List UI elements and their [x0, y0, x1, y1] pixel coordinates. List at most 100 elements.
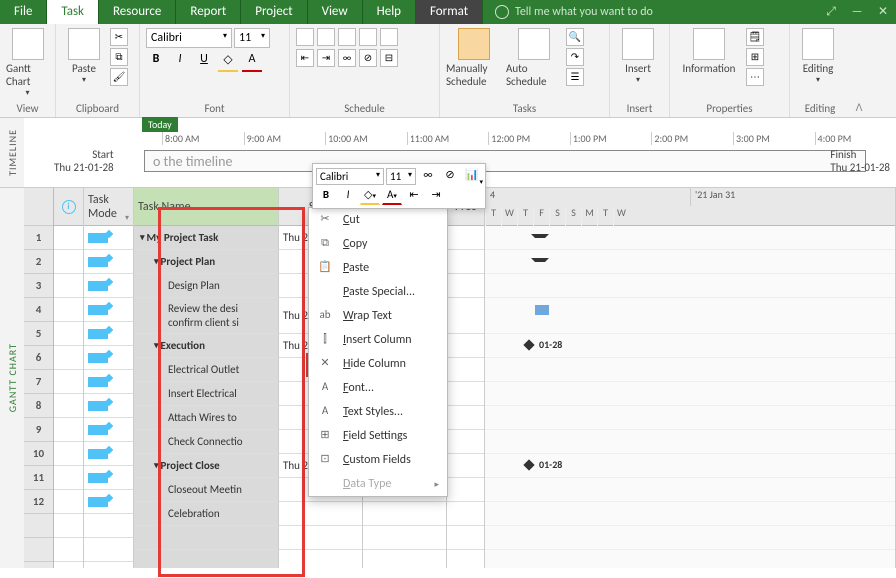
- ctx-paste[interactable]: 📋 Paste: [309, 256, 447, 280]
- mode-cell[interactable]: [84, 322, 133, 346]
- row-num[interactable]: 5: [24, 322, 53, 346]
- details-button[interactable]: ⊞: [746, 48, 764, 66]
- pred-cell[interactable]: [447, 274, 484, 298]
- ribbon-collapse-icon[interactable]: ⤢: [818, 0, 844, 24]
- fill-color-button[interactable]: ◇: [218, 52, 238, 72]
- pred-cell[interactable]: [447, 250, 484, 274]
- tab-help[interactable]: Help: [363, 0, 416, 24]
- mini-link-icon[interactable]: ∞: [418, 167, 438, 185]
- row-num[interactable]: 6: [24, 346, 53, 370]
- pct0-button[interactable]: [296, 28, 314, 46]
- ctx-wrap-text[interactable]: ab Wrap Text: [309, 304, 447, 328]
- inspect-button[interactable]: 🔍: [566, 28, 584, 46]
- row-num[interactable]: 11: [24, 466, 53, 490]
- ctx-insert-column[interactable]: ⫿ Insert Column: [309, 328, 447, 352]
- ctx-font-[interactable]: A Font...: [309, 376, 447, 400]
- mode-cell[interactable]: [84, 346, 133, 370]
- mode-cell[interactable]: [84, 394, 133, 418]
- timeline-track[interactable]: o the timeline: [144, 150, 866, 172]
- mini-fill-color[interactable]: ◇▾: [360, 187, 380, 205]
- copy-icon[interactable]: ⧉: [110, 48, 128, 66]
- row-num[interactable]: 3: [24, 274, 53, 298]
- ctx-paste-special-[interactable]: Paste Special...: [309, 280, 447, 304]
- mini-font-family[interactable]: Calibri▾: [316, 168, 384, 185]
- tab-report[interactable]: Report: [176, 0, 241, 24]
- underline-button[interactable]: U: [194, 52, 214, 72]
- editing-button[interactable]: Editing▾: [796, 28, 840, 85]
- ctx-copy[interactable]: ⧉ Copy: [309, 232, 447, 256]
- font-size-select[interactable]: 11 ▾: [234, 28, 270, 48]
- pct100-button[interactable]: [380, 28, 398, 46]
- move-button[interactable]: ↷: [566, 48, 584, 66]
- task-name-cell[interactable]: Design Plan: [134, 274, 278, 298]
- mini-outdent[interactable]: ⇤: [404, 187, 424, 205]
- pred-cell[interactable]: [447, 382, 484, 406]
- pred-cell[interactable]: [447, 478, 484, 502]
- task-name-column[interactable]: Task Name ▾My Project Task▾Project PlanD…: [134, 188, 279, 568]
- tab-task[interactable]: Task: [47, 0, 99, 24]
- milestone-icon[interactable]: [523, 339, 534, 350]
- tab-format[interactable]: Format: [416, 0, 483, 24]
- task-name-cell[interactable]: Electrical Outlet: [134, 358, 278, 382]
- mini-bold[interactable]: B: [316, 187, 336, 205]
- pct50-button[interactable]: [338, 28, 356, 46]
- indent-button[interactable]: ⇥: [317, 49, 335, 67]
- pred-cell[interactable]: [447, 454, 484, 478]
- auto-schedule-button[interactable]: Auto Schedule: [506, 28, 562, 88]
- ctx-custom-fields[interactable]: ⊡ Custom Fields: [309, 448, 447, 472]
- format-painter-icon[interactable]: 🖌: [110, 68, 128, 86]
- pred-cell[interactable]: [447, 226, 484, 250]
- notes-button[interactable]: 🗒: [746, 28, 764, 46]
- mode-cell[interactable]: [84, 226, 133, 250]
- tab-file[interactable]: File: [0, 0, 47, 24]
- mini-toolbar[interactable]: Calibri▾ 11▾ ∞ ⊘ 📊▾ B I ◇▾ A▾ ⇤ ⇥: [312, 163, 486, 209]
- tab-project[interactable]: Project: [241, 0, 307, 24]
- mode-cell[interactable]: [84, 418, 133, 442]
- mode-cell[interactable]: [84, 442, 133, 466]
- pred-cell[interactable]: [447, 406, 484, 430]
- pct25-button[interactable]: [317, 28, 335, 46]
- tell-me-search[interactable]: Tell me what you want to do: [483, 0, 818, 24]
- milestone-icon[interactable]: [523, 459, 534, 470]
- close-button[interactable]: ✕: [870, 0, 896, 24]
- italic-button[interactable]: I: [170, 52, 190, 72]
- ctx-field-settings[interactable]: ⊞ Field Settings: [309, 424, 447, 448]
- tab-resource[interactable]: Resource: [99, 0, 176, 24]
- task-name-cell[interactable]: ▾Project Plan: [134, 250, 278, 274]
- row-num[interactable]: 1: [24, 226, 53, 250]
- minimize-button[interactable]: —: [844, 0, 870, 24]
- mode-cell[interactable]: [84, 370, 133, 394]
- mini-chart-icon[interactable]: 📊▾: [462, 167, 482, 185]
- row-num[interactable]: 8: [24, 394, 53, 418]
- ribbon-expand-icon[interactable]: ᐱ: [850, 101, 868, 117]
- mode-cell[interactable]: [84, 250, 133, 274]
- pred-cell[interactable]: [447, 298, 484, 334]
- mini-font-color[interactable]: A▾: [382, 187, 402, 205]
- ctx-cut[interactable]: ✂ Cut: [309, 208, 447, 232]
- start-cell[interactable]: [279, 502, 362, 526]
- cut-icon[interactable]: ✂: [110, 28, 128, 46]
- pred-cell[interactable]: [447, 358, 484, 382]
- finish-cell[interactable]: [363, 502, 446, 526]
- bold-button[interactable]: B: [146, 52, 166, 72]
- row-num[interactable]: 10: [24, 442, 53, 466]
- ctx-hide-column[interactable]: ✕ Hide Column: [309, 352, 447, 376]
- pred-cell[interactable]: [447, 502, 484, 526]
- link-button[interactable]: ∞: [338, 49, 356, 67]
- task-name-cell[interactable]: ▾Execution: [134, 334, 278, 358]
- task-bar[interactable]: [535, 305, 549, 315]
- mode-cell[interactable]: [84, 274, 133, 298]
- row-num[interactable]: 12: [24, 490, 53, 514]
- mode-cell[interactable]: [84, 490, 133, 514]
- task-name-cell[interactable]: Check Connectio: [134, 430, 278, 454]
- manual-schedule-button[interactable]: Manually Schedule: [446, 28, 502, 88]
- pct75-button[interactable]: [359, 28, 377, 46]
- row-num[interactable]: 9: [24, 418, 53, 442]
- outdent-button[interactable]: ⇤: [296, 49, 314, 67]
- task-name-cell[interactable]: Insert Electrical: [134, 382, 278, 406]
- task-name-cell[interactable]: Review the desi confirm client si: [134, 298, 278, 334]
- font-family-select[interactable]: Calibri ▾: [146, 28, 232, 48]
- pred-cell[interactable]: [447, 430, 484, 454]
- information-button[interactable]: Information: [676, 28, 742, 75]
- tab-view[interactable]: View: [308, 0, 363, 24]
